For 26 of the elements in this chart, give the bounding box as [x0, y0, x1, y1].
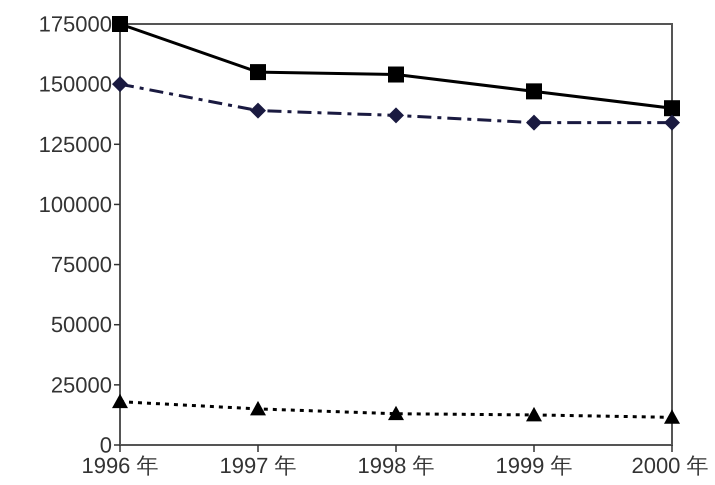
y-tick-label: 100000 — [38, 192, 112, 217]
point — [112, 394, 128, 408]
point — [388, 406, 404, 420]
point — [388, 107, 404, 124]
point — [250, 64, 266, 80]
point — [112, 76, 128, 92]
y-tick-label: 75000 — [50, 252, 112, 278]
point — [526, 406, 542, 422]
point — [526, 83, 542, 100]
point — [664, 114, 680, 131]
y-tick-label: 150000 — [38, 72, 112, 97]
y-tick-label: 25000 — [50, 372, 112, 398]
point — [388, 66, 404, 83]
x-tick-label: 1997 年 — [219, 453, 297, 478]
point — [526, 114, 542, 131]
x-tick-label: 1998 年 — [357, 453, 435, 478]
point — [664, 409, 680, 424]
point — [250, 102, 266, 119]
x-tick-label: 1999 年 — [495, 453, 573, 478]
y-tick-label: 125000 — [38, 132, 112, 157]
x-tick-label: 2000 年 — [631, 453, 709, 478]
point — [250, 400, 266, 416]
y-tick-label: 50000 — [50, 312, 112, 338]
point — [664, 100, 680, 116]
y-tick-label: 175000 — [38, 12, 112, 36]
point — [112, 16, 128, 32]
